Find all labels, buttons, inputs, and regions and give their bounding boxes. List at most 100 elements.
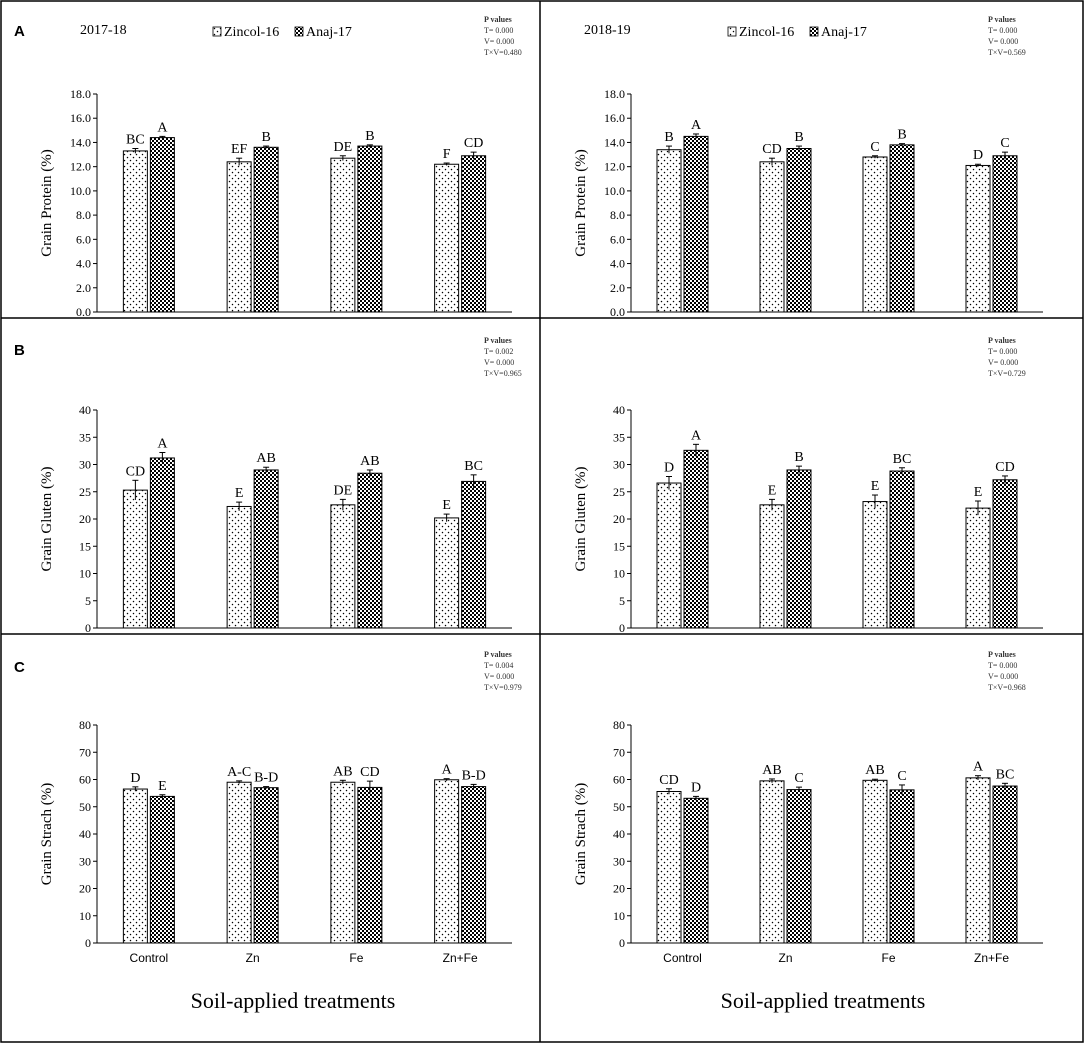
- y-tick-label: 40: [613, 403, 625, 417]
- p-values-title: P values: [484, 336, 512, 345]
- y-tick-label: 70: [613, 745, 625, 759]
- bar-zincol-16-zn: [226, 781, 252, 944]
- bar-anaj-17-control: [149, 457, 175, 629]
- y-tick-label: 20: [613, 882, 625, 896]
- bar-anaj-17-control: [149, 137, 175, 313]
- y-tick-label: 40: [79, 827, 91, 841]
- significance-letter: A: [691, 428, 702, 443]
- y-tick-label: 70: [79, 745, 91, 759]
- significance-letter: B: [664, 130, 673, 145]
- p-values-title: P values: [484, 650, 512, 659]
- significance-letter: A: [442, 763, 453, 778]
- chart-grain-gluten-2018-19: 0 5 10 15 20 25 30 35 40 Grain Gluten (%) D A E B E BC E…: [573, 336, 1043, 635]
- y-tick-label: 6.0: [610, 232, 625, 246]
- bar-zincol-16-zn-fe: [434, 517, 460, 629]
- bar-zincol-16-zn: [226, 161, 252, 313]
- bar-zincol-16-zn-fe: [965, 777, 991, 944]
- bar-anaj-17-fe: [889, 144, 915, 313]
- y-tick-label: 15: [79, 539, 91, 553]
- bar-zincol-16-control: [656, 482, 682, 629]
- y-tick-label: 8.0: [610, 208, 625, 222]
- bar-anaj-17-zn-fe: [992, 785, 1018, 944]
- bar-zincol-16-zn-fe: [434, 779, 460, 944]
- y-tick-label: 6.0: [76, 232, 91, 246]
- significance-letter: F: [443, 147, 451, 162]
- bar-zincol-16-control: [122, 489, 148, 629]
- y-tick-label: 12.0: [70, 160, 91, 174]
- y-tick-label: 0: [619, 936, 625, 950]
- chart-grain-protein-2017-18: 0.0 2.0 4.0 6.0 8.0 10.0 12.0 14.0 16.0 18.0 Grain…: [39, 15, 522, 319]
- chart-grain-protein-2018-19: 0.0 2.0 4.0 6.0 8.0 10.0 12.0 14.0 16.0 18.0 Grain…: [573, 15, 1043, 319]
- bar-anaj-17-control: [683, 135, 709, 313]
- y-tick-label: 12.0: [604, 160, 625, 174]
- significance-letter: CD: [995, 460, 1014, 475]
- y-tick-label: 25: [613, 485, 625, 499]
- significance-letter: CD: [659, 773, 678, 788]
- y-axis-title: Grain Gluten (%): [39, 467, 55, 572]
- significance-letter: CD: [464, 136, 483, 151]
- p-value-line: T= 0.000: [988, 661, 1017, 670]
- significance-letter: D: [691, 780, 701, 795]
- y-tick-label: 0: [85, 621, 91, 635]
- significance-letter: DE: [334, 483, 353, 498]
- p-values-title: P values: [484, 15, 512, 24]
- y-tick-label: 14.0: [604, 135, 625, 149]
- bar-zincol-16-fe: [330, 781, 356, 944]
- y-tick-label: 5: [619, 594, 625, 608]
- significance-letter: A: [157, 120, 168, 135]
- significance-letter: D: [973, 148, 983, 163]
- p-value-line: V= 0.000: [484, 358, 514, 367]
- significance-letter: B: [897, 128, 906, 143]
- y-tick-label: 35: [79, 430, 91, 444]
- bar-zincol-16-control: [656, 149, 682, 313]
- y-tick-label: 60: [613, 773, 625, 787]
- significance-letter: C: [870, 140, 879, 155]
- y-tick-label: 4.0: [610, 257, 625, 271]
- y-axis-title: Grain Protein (%): [573, 149, 589, 256]
- x-tick-label: Zn+Fe: [974, 951, 1009, 965]
- p-value-line: T= 0.002: [484, 347, 513, 356]
- bar-anaj-17-zn-fe: [461, 786, 487, 944]
- p-value-line: T×V=0.569: [988, 48, 1026, 57]
- y-tick-label: 50: [79, 800, 91, 814]
- significance-letter: E: [871, 479, 880, 494]
- y-tick-label: 8.0: [76, 208, 91, 222]
- y-tick-label: 20: [79, 882, 91, 896]
- chart-grain-starch-2017-18: 0 10 20 30 40 50 60 70 80 Grain Strach (%) D E Contr…: [39, 650, 522, 965]
- x-axis-title-right: Soil-applied treatments: [721, 988, 926, 1013]
- y-tick-label: 10: [613, 909, 625, 923]
- significance-letter: D: [664, 460, 674, 475]
- p-value-line: V= 0.000: [484, 672, 514, 681]
- y-tick-label: 18.0: [70, 87, 91, 101]
- y-tick-label: 0.0: [76, 305, 91, 319]
- p-value-line: V= 0.000: [988, 358, 1018, 367]
- legend-label-zincol-16: Zincol-16: [224, 25, 279, 40]
- x-axis-title-left: Soil-applied treatments: [191, 988, 396, 1013]
- bar-zincol-16-zn: [759, 161, 785, 313]
- p-value-line: V= 0.000: [988, 672, 1018, 681]
- y-tick-label: 4.0: [76, 257, 91, 271]
- y-tick-label: 0: [619, 621, 625, 635]
- significance-letter: CD: [360, 765, 379, 780]
- year-label-2018-19: 2018-19: [584, 23, 631, 38]
- significance-letter: E: [768, 483, 777, 498]
- significance-letter: CD: [762, 142, 781, 157]
- p-value-line: T×V=0.968: [988, 683, 1026, 692]
- y-tick-label: 30: [79, 854, 91, 868]
- bar-anaj-17-zn-fe: [461, 480, 487, 629]
- x-tick-label: Fe: [881, 951, 895, 965]
- p-value-line: T= 0.000: [988, 26, 1017, 35]
- significance-letter: BC: [126, 133, 145, 148]
- y-tick-label: 10: [613, 567, 625, 581]
- y-tick-label: 2.0: [610, 281, 625, 295]
- bar-anaj-17-fe: [889, 789, 915, 944]
- bar-anaj-17-zn-fe: [992, 479, 1018, 629]
- significance-letter: E: [158, 779, 167, 794]
- significance-letter: B-D: [462, 768, 486, 783]
- y-tick-label: 20: [79, 512, 91, 526]
- p-values-title: P values: [988, 650, 1016, 659]
- significance-letter: B: [794, 450, 803, 465]
- x-tick-label: Zn: [246, 951, 260, 965]
- bar-zincol-16-zn-fe: [965, 164, 991, 313]
- significance-letter: AB: [865, 763, 884, 778]
